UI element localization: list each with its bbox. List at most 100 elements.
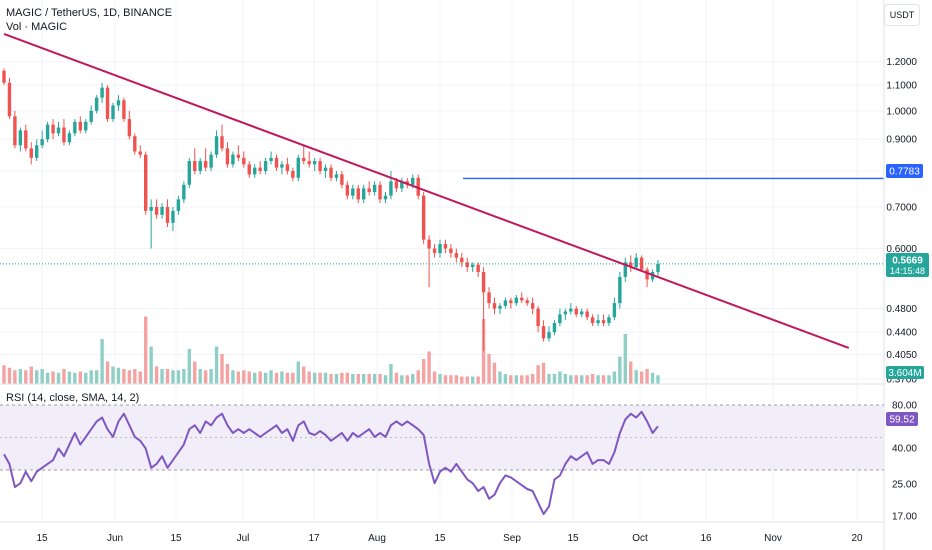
volume-bar [274,372,279,384]
candle-body [634,257,638,268]
time-tick-label: 20 [851,533,863,544]
candle-body [84,121,88,131]
candle-body [530,303,535,309]
price-tick-label: 0.7000 [886,202,917,213]
volume-bar [329,374,333,384]
volume-bar [421,359,426,384]
candle-body [438,244,442,254]
rsi-series-line [3,410,659,516]
volume-bar [607,375,611,384]
candle-body [263,161,268,171]
volume-bar [454,375,459,384]
volume-bar [656,375,660,384]
price-tick-label: 0.3700 [886,374,917,385]
volume-bar [171,370,175,384]
volume-bar [263,372,268,384]
volume-bar [574,375,578,384]
candle-body [639,257,644,270]
rsi-tick-label: 25.00 [892,480,917,491]
volume-tag-text: 3.604M [888,368,921,379]
candle-body [182,184,186,200]
candle-body [269,157,273,162]
volume-bar [351,374,355,384]
candle-body [547,332,551,339]
candle-body [471,264,475,268]
candle-body [127,119,132,137]
candle-body [585,311,589,318]
volume-bar [127,370,132,384]
candle-body [623,262,627,277]
candle-body [492,303,497,309]
candle-body [209,154,213,168]
volume-bar [154,366,159,384]
volume-bar [236,371,241,384]
currency-button[interactable]: USDT [884,4,920,26]
candle-body [144,154,148,211]
candle-body [2,70,6,83]
volume-bar [580,375,584,384]
candle-body [389,181,393,196]
volume-bars [2,316,660,384]
volume-bar [367,374,371,384]
candle-body [165,206,170,223]
volume-bar [149,346,153,384]
rsi-indicator-label[interactable]: RSI (14, close, SMA, 14, 2) [6,392,140,404]
candle-body [236,154,241,158]
candle-body [481,271,486,293]
time-tick-label: 15 [36,533,48,544]
volume-bar [520,375,524,384]
volume-bar [214,346,219,384]
volume-bar [220,354,224,384]
candle-body [73,121,77,134]
volume-indicator-label[interactable]: Vol · MAGIC [6,21,68,33]
price-tick-label: 1.2000 [886,57,917,68]
volume-bar [160,369,164,384]
trendline[interactable] [3,33,850,349]
volume-bar [530,374,535,384]
candle-body [618,276,622,304]
rsi-value-tag: 59.52 [886,412,918,426]
volume-bar [225,364,230,384]
candle-body [443,244,448,249]
candle-body [13,116,17,146]
volume-bar [78,371,82,384]
candle-body [520,297,524,301]
volume-bar [193,361,197,384]
candle-body [220,136,224,149]
candle-body [274,157,279,168]
volume-bar [438,374,442,384]
candle-body [351,188,355,196]
volume-bar [56,372,61,384]
time-tick-label: Jul [237,533,250,544]
volume-bar [45,372,50,384]
hline-tag-bg [886,164,923,178]
candle-body [29,148,33,158]
candle-body [460,257,464,263]
volume-bar [307,371,311,384]
volume-bar [629,361,633,384]
volume-bar [51,371,55,384]
candle-body [580,311,584,315]
candle-body [242,157,246,165]
volume-bar [122,369,126,384]
symbol-title[interactable]: MAGIC / TetherUS, 1D, BINANCE [6,7,173,19]
candle-body [411,177,415,185]
volume-bar [253,372,257,384]
volume-bar [443,375,448,384]
volume-bar [345,372,350,384]
price-axis-ticks[interactable]: 1.20001.10001.00000.90000.80000.70000.60… [886,57,917,385]
candle-body [525,300,529,304]
volume-bar [269,370,273,384]
price-tick-label: 1.0000 [886,106,917,117]
candle-body [509,300,513,304]
volume-bar [100,339,104,384]
time-axis-ticks[interactable]: 15 Jun 15 Jul 17 Aug 15 Sep 15 Oct 16 Nov 20 [36,533,863,544]
candle-body [78,121,82,131]
candle-body [253,167,257,175]
time-tick-label: 17 [308,533,320,544]
volume-bar [509,375,513,384]
candlesticks [2,68,660,352]
volume-bar [2,365,6,384]
volume-bar [498,371,502,384]
